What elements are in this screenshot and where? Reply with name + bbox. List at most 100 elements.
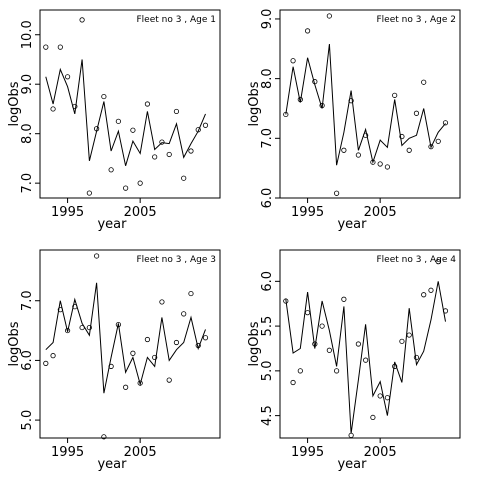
y-axis-title: logObs	[7, 81, 22, 126]
observed-point	[384, 395, 391, 401]
chart-panel-3: 1995 2005 5.0 6.0 7.0 year logObs Fleet no 3 , …	[7, 249, 221, 472]
observed-point	[159, 139, 165, 145]
observed-point	[181, 311, 187, 317]
observed-point	[421, 292, 427, 298]
y-axis-title: logObs	[247, 321, 262, 366]
x-tick-label: 1995	[51, 445, 84, 460]
observed-point	[72, 304, 78, 310]
observed-point	[144, 336, 151, 343]
y-tick-label: 8.0	[260, 68, 275, 89]
x-tick-label: 1995	[51, 205, 84, 220]
observed-point	[341, 296, 347, 302]
observed-point	[442, 120, 449, 126]
observed-point	[108, 363, 114, 369]
observed-point	[334, 368, 340, 374]
observed-point	[50, 106, 56, 112]
x-axis-title: year	[97, 217, 127, 232]
fitted-line	[285, 281, 446, 434]
observed-point	[312, 79, 318, 85]
observed-point	[79, 17, 85, 23]
y-tick-label: 6.0	[260, 271, 275, 292]
y-axis-title: logObs	[247, 81, 262, 126]
observed-point	[202, 122, 209, 128]
observed-point	[304, 310, 311, 316]
observed-point	[94, 126, 100, 132]
observed-point	[123, 384, 129, 390]
x-tick-label: 2005	[364, 445, 397, 460]
x-axis-title: year	[97, 457, 127, 472]
observed-point	[108, 167, 114, 173]
x-tick-label: 1995	[291, 205, 324, 220]
y-tick-label: 9.0	[20, 74, 35, 95]
x-axis-title: year	[337, 457, 367, 472]
observed-point	[428, 144, 434, 150]
y-tick-label: 5.5	[260, 316, 275, 337]
observed-point	[43, 360, 49, 366]
observed-point	[101, 434, 107, 440]
observed-point	[435, 138, 441, 144]
observed-point	[377, 393, 383, 399]
x-tick-label: 2005	[124, 205, 157, 220]
observed-point	[173, 108, 180, 115]
observed-point	[79, 324, 85, 331]
plot-frame	[39, 9, 221, 199]
y-tick-label: 5.0	[20, 410, 35, 431]
observed-point	[428, 287, 434, 293]
observed-point	[123, 185, 129, 191]
observed-point	[326, 347, 332, 353]
observed-point	[319, 102, 325, 109]
panel-title: Fleet no 3 , Age 1	[136, 15, 216, 25]
observed-point	[152, 354, 158, 361]
fitted-line	[45, 282, 206, 394]
observed-point	[435, 259, 441, 265]
observed-point	[130, 350, 136, 356]
y-tick-label: 7.0	[260, 128, 275, 149]
observed-point	[370, 414, 376, 421]
observed-point	[399, 133, 405, 140]
observed-point	[406, 147, 412, 153]
x-axis-title: year	[337, 217, 367, 232]
observed-point	[290, 379, 296, 386]
observed-point	[72, 103, 78, 110]
observed-point	[304, 28, 311, 34]
observed-point	[384, 164, 391, 170]
observed-point	[283, 298, 289, 304]
observed-point	[392, 363, 398, 369]
observed-point	[413, 110, 420, 116]
observed-point	[326, 13, 332, 19]
observed-point	[181, 175, 187, 181]
observed-point	[115, 118, 121, 124]
x-tick-label: 2005	[364, 205, 397, 220]
observed-point	[188, 148, 194, 154]
fitted-line	[285, 43, 446, 166]
observed-point	[334, 190, 340, 196]
panel-title: Fleet no 3 , Age 3	[136, 255, 216, 265]
panel-title: Fleet no 3 , Age 2	[376, 15, 456, 25]
chart-panel-2: 1995 2005 6.0 7.0 8.0 9.0 year logObs Fleet no 3…	[247, 9, 461, 232]
observed-point	[152, 154, 158, 160]
observed-point	[137, 380, 143, 386]
observed-point	[348, 432, 354, 438]
y-tick-label: 7.0	[20, 290, 35, 311]
y-tick-label: 9.0	[260, 9, 275, 30]
y-tick-label: 8.0	[20, 123, 35, 144]
x-tick-label: 1995	[291, 445, 324, 460]
observed-point	[363, 132, 369, 138]
observed-point	[312, 341, 318, 347]
observed-point	[144, 101, 151, 107]
observed-point	[57, 44, 63, 50]
observed-point	[188, 290, 194, 297]
observed-point	[370, 159, 376, 165]
observed-point	[377, 161, 383, 167]
observed-point	[173, 339, 180, 346]
x-tick-label: 2005	[124, 445, 157, 460]
observed-point	[363, 357, 369, 363]
observed-point	[64, 74, 71, 80]
observed-point	[413, 354, 420, 361]
observed-point	[166, 151, 172, 158]
y-tick-label: 6.0	[260, 188, 275, 209]
observed-point	[166, 377, 172, 383]
y-tick-label: 6.0	[20, 350, 35, 371]
observed-point	[297, 368, 303, 374]
panel-title: Fleet no 3 , Age 4	[376, 255, 456, 265]
